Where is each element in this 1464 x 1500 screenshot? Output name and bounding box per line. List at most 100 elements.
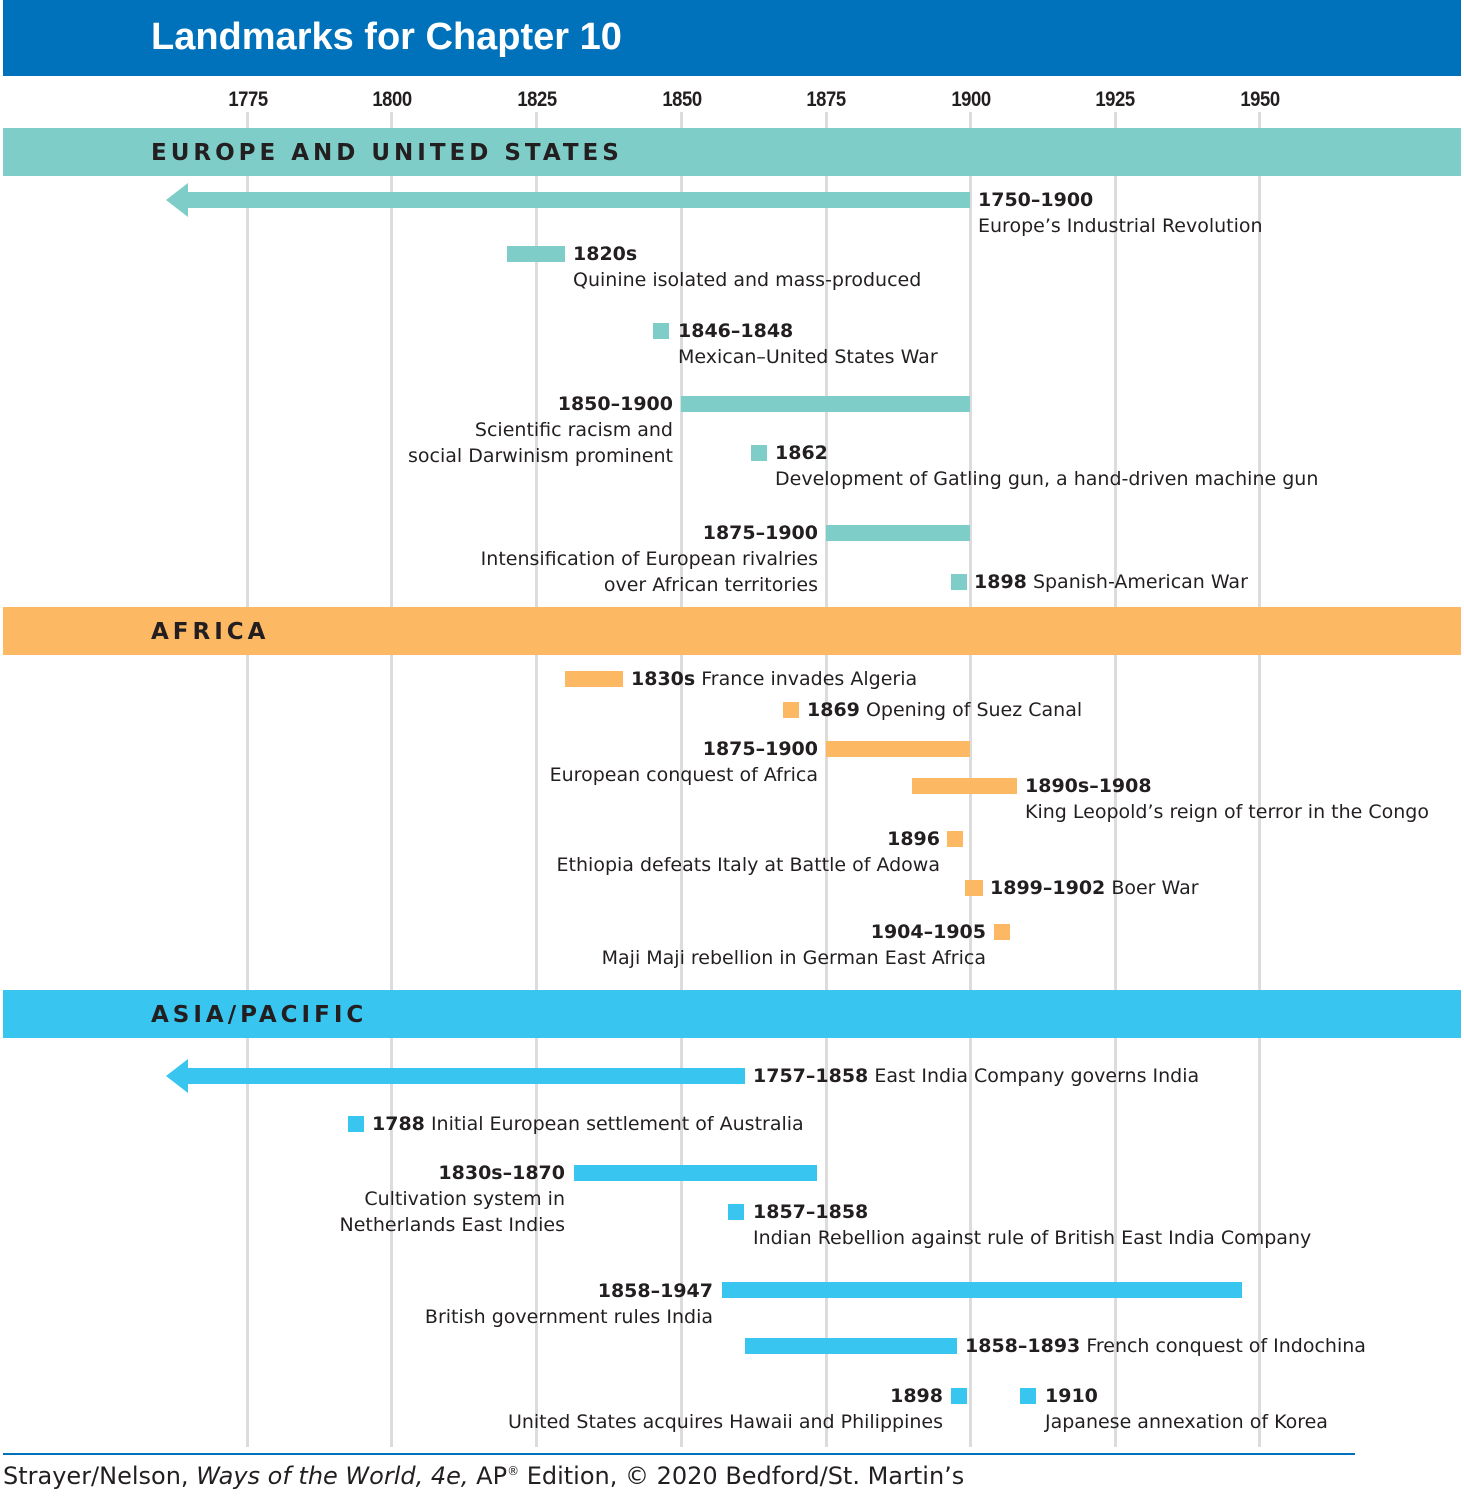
- event-conquest-africa: 1875–1900 European conquest of Africa: [550, 736, 818, 788]
- timeline-bar-king-leopold: [912, 778, 1017, 794]
- section-title-africa: AFRICA: [151, 619, 270, 645]
- event-desc: social Darwinism prominent: [408, 445, 673, 467]
- gridline-1875: [825, 112, 828, 1447]
- event-date: 1850–1900: [557, 393, 673, 415]
- timeline-marker-indian-rebellion: [728, 1204, 744, 1220]
- event-desc: Indian Rebellion against rule of British…: [753, 1227, 1312, 1249]
- event-date: 1750–1900: [978, 189, 1094, 211]
- timeline-marker-boer-war: [965, 880, 983, 896]
- event-british-india: 1858–1947 British government rules India: [425, 1278, 713, 1330]
- timeline-marker-spanish-american-war: [951, 574, 967, 590]
- event-scientific-racism: 1850–1900 Scientific racism and social D…: [408, 391, 673, 469]
- timeline-marker-suez-canal: [783, 702, 799, 718]
- event-date: 1757–1858: [753, 1065, 869, 1087]
- year-label-1900: 1900: [951, 88, 991, 111]
- event-desc: King Leopold’s reign of terror in the Co…: [1025, 801, 1429, 823]
- event-date: 1830s: [631, 668, 696, 690]
- event-date: 1846–1848: [678, 320, 794, 342]
- registered-mark: ®: [507, 1464, 520, 1478]
- event-australia: 1788 Initial European settlement of Aust…: [372, 1111, 804, 1137]
- section-title-asia: ASIA/PACIFIC: [151, 1002, 368, 1028]
- event-date: 1869: [807, 699, 860, 721]
- event-date: 1899–1902: [990, 877, 1106, 899]
- event-quinine: 1820s Quinine isolated and mass-produced: [573, 241, 921, 293]
- event-desc: Opening of Suez Canal: [865, 699, 1083, 721]
- event-mexican-war: 1846–1848 Mexican–United States War: [678, 318, 938, 370]
- event-desc: British government rules India: [424, 1306, 713, 1328]
- event-desc: Maji Maji rebellion in German East Afric…: [601, 947, 986, 969]
- event-desc: Japanese annexation of Korea: [1045, 1411, 1328, 1433]
- event-date: 1898: [890, 1385, 943, 1407]
- year-label-1950: 1950: [1240, 88, 1280, 111]
- event-desc: Netherlands East Indies: [339, 1214, 565, 1236]
- event-european-rivalries: 1875–1900 Intensification of European ri…: [481, 520, 818, 598]
- gridline-1775: [246, 112, 249, 1447]
- event-boer-war: 1899–1902 Boer War: [990, 875, 1199, 901]
- timeline-bar-east-india-company: [186, 1068, 745, 1084]
- timeline-marker-adowa: [947, 831, 963, 847]
- timeline-bar-french-indochina: [745, 1338, 957, 1354]
- gridline-1925: [1114, 112, 1117, 1447]
- event-suez-canal: 1869 Opening of Suez Canal: [807, 697, 1082, 723]
- event-desc: French conquest of Indochina: [1086, 1335, 1366, 1357]
- timeline-marker-korea: [1020, 1388, 1036, 1404]
- year-label-1850: 1850: [662, 88, 702, 111]
- event-desc: Scientific racism and: [474, 419, 673, 441]
- event-date: 1788: [372, 1113, 425, 1135]
- year-label-1875: 1875: [806, 88, 846, 111]
- event-korea: 1910 Japanese annexation of Korea: [1045, 1383, 1328, 1435]
- timeline-bar-france-algeria: [565, 671, 623, 687]
- event-date: 1910: [1045, 1385, 1098, 1407]
- event-date: 1898: [974, 571, 1027, 593]
- event-desc: Intensification of European rivalries: [480, 548, 818, 570]
- gridline-1800: [390, 112, 393, 1447]
- year-label-1775: 1775: [228, 88, 268, 111]
- timeline-bar-scientific-racism: [681, 396, 970, 412]
- event-date: 1890s–1908: [1025, 775, 1152, 797]
- timeline-bar-conquest-africa: [826, 741, 970, 757]
- event-maji-maji: 1904–1905 Maji Maji rebellion in German …: [602, 919, 986, 971]
- event-desc: Quinine isolated and mass-produced: [573, 269, 922, 291]
- event-french-indochina: 1858–1893 French conquest of Indochina: [965, 1333, 1366, 1359]
- event-desc: European conquest of Africa: [549, 764, 818, 786]
- event-desc: Initial European settlement of Australia: [430, 1113, 804, 1135]
- event-cultivation-system: 1830s–1870 Cultivation system in Netherl…: [340, 1160, 565, 1238]
- event-adowa: 1896 Ethiopia defeats Italy at Battle of…: [557, 826, 940, 878]
- timeline-marker-gatling-gun: [751, 445, 767, 461]
- timeline-marker-maji-maji: [994, 924, 1010, 940]
- section-bar-africa: AFRICA: [3, 607, 1461, 655]
- event-desc: Development of Gatling gun, a hand-drive…: [775, 468, 1319, 490]
- event-date: 1875–1900: [702, 738, 818, 760]
- title-bar: Landmarks for Chapter 10: [3, 0, 1461, 76]
- event-date: 1820s: [573, 243, 638, 265]
- event-desc: East India Company governs India: [874, 1065, 1200, 1087]
- event-date: 1858–1893: [965, 1335, 1081, 1357]
- event-hawaii-philippines: 1898 United States acquires Hawaii and P…: [508, 1383, 943, 1435]
- year-label-1800: 1800: [372, 88, 412, 111]
- event-desc: over African territories: [603, 574, 818, 596]
- gridline-1950: [1258, 112, 1261, 1447]
- footer-publisher: Edition, © 2020 Bedford/St. Martin’s: [519, 1462, 965, 1490]
- event-desc: Europe’s Industrial Revolution: [978, 215, 1263, 237]
- event-date: 1896: [887, 828, 940, 850]
- footer-credit: Strayer/Nelson, Ways of the World, 4e, A…: [3, 1462, 964, 1490]
- section-title-europe: EUROPE AND UNITED STATES: [151, 140, 623, 166]
- event-desc: United States acquires Hawaii and Philip…: [507, 1411, 943, 1433]
- timeline-marker-hawaii-philippines: [951, 1388, 967, 1404]
- timeline-bar-quinine: [507, 246, 565, 262]
- event-king-leopold: 1890s–1908 King Leopold’s reign of terro…: [1025, 773, 1429, 825]
- year-label-1925: 1925: [1095, 88, 1135, 111]
- event-france-algeria: 1830s France invades Algeria: [631, 666, 917, 692]
- arrow-head-left-icon: [166, 1059, 188, 1093]
- event-desc: Boer War: [1111, 877, 1199, 899]
- timeline-bar-british-india: [722, 1282, 1242, 1298]
- gridline-1825: [535, 112, 538, 1447]
- timeline-marker-mexican-war: [653, 323, 669, 339]
- footer-book-title: Ways of the World, 4e,: [196, 1462, 469, 1490]
- event-desc: Mexican–United States War: [678, 346, 938, 368]
- footer-edition: AP: [468, 1462, 508, 1490]
- gridline-1850: [680, 112, 683, 1447]
- section-bar-europe: EUROPE AND UNITED STATES: [3, 128, 1461, 176]
- event-indian-rebellion: 1857–1858 Indian Rebellion against rule …: [753, 1199, 1311, 1251]
- event-date: 1830s–1870: [438, 1162, 565, 1184]
